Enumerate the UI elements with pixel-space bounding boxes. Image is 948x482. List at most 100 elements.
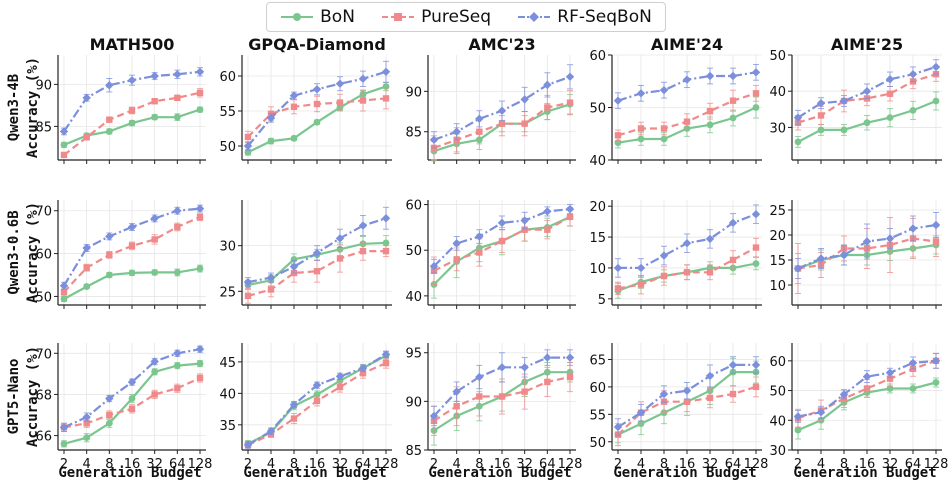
panel-2-2-xtick-label-0: 2 xyxy=(430,457,438,472)
panel-2-2-series-rf-seqbon-point-4 xyxy=(520,363,529,372)
panel-1-1-series-rf-seqbon-point-0 xyxy=(243,277,253,287)
panel-2-0-ytick-label-0: 66 xyxy=(35,430,52,445)
legend-item-rf-seqbon: RF-SeqBoN xyxy=(517,7,652,27)
panel-2-1-series-pureseq-point-4 xyxy=(336,383,344,391)
panel-0-0-ytick-label-1: 90 xyxy=(35,78,52,93)
panel-1-2-series-rf-seqbon-point-0 xyxy=(429,261,439,271)
row-label-model-0: Qwen3-4B xyxy=(6,74,22,141)
panel-0-3-series-rf-seqbon-point-4 xyxy=(705,71,715,81)
panel-2-2-series-pureseq-point-1 xyxy=(453,403,460,410)
panel-0-2-ytick-label-0: 85 xyxy=(405,126,422,141)
panel-0-1-series-rf-seqbon-point-3 xyxy=(312,85,322,94)
panel-2-0-xtick-label-3: 16 xyxy=(124,457,141,472)
panel-1-1-series-pureseq-point-4 xyxy=(336,255,344,262)
panel-1-0-series-rf-seqbon-point-4 xyxy=(150,214,159,223)
panel-1-1-series-rf-seqbon-point-4 xyxy=(335,234,345,243)
panel-1-0-series-rf-seqbon-point-5 xyxy=(173,206,182,215)
panel-0-4-series-rf-seqbon-point-0 xyxy=(793,113,803,122)
panel-1-0-series-rf-seqbon-point-6 xyxy=(195,204,205,213)
panel-0-0-series-rf-seqbon-point-2 xyxy=(105,81,114,90)
panel-0-1-ytick-label-1: 55 xyxy=(219,105,236,120)
panel-2-3-ytick-label-3: 65 xyxy=(589,353,606,368)
panel-2-3-ytick-label-1: 55 xyxy=(589,408,606,423)
panel-2-0-xtick-label-4: 32 xyxy=(146,457,163,472)
panel-2-0-series-rf-seqbon-point-6 xyxy=(195,344,205,354)
panel-2-0-series-pureseq-point-4 xyxy=(151,391,158,398)
panel-0-4-series-rf-seqbon-point-2 xyxy=(839,96,849,106)
panel-0-0-series-bon-point-5 xyxy=(173,113,181,121)
panel-1-0-series-pureseq-point-0 xyxy=(60,288,68,296)
panel-0-4-series-bon-point-3 xyxy=(863,119,871,127)
panel-1-0-series-pureseq-point-1 xyxy=(83,264,90,271)
panel-0-0-series-bon-point-0 xyxy=(60,141,68,149)
panel-1-2-series-pureseq-point-5 xyxy=(544,226,551,233)
panel-1-2-series-rf-seqbon-point-1 xyxy=(452,239,461,248)
panel-2-2-series-rf-seqbon-point-0 xyxy=(429,411,439,421)
panel-0-1-series-rf-seqbon-point-0 xyxy=(243,141,253,151)
panel-1-3-series-pureseq-point-3 xyxy=(683,269,691,276)
panel-2-3-xtick-label-4: 32 xyxy=(702,457,719,472)
panel-2-3-xtick-label-6: 128 xyxy=(744,457,769,472)
panel-1-2-series-pureseq-point-3 xyxy=(498,237,506,245)
panel-2-1-xtick-label-0: 2 xyxy=(244,457,252,472)
panel-1-4-series-rf-seqbon-point-0 xyxy=(793,264,803,273)
panel-2-0-xtick-label-6: 128 xyxy=(188,457,213,472)
panel-0-3-series-rf-seqbon-point-2 xyxy=(659,85,669,95)
panel-2-4-series-bon-point-0 xyxy=(794,426,802,434)
panel-0-1-series-pureseq-point-0 xyxy=(244,133,252,141)
panel-0-2-series-rf-seqbon-point-0 xyxy=(429,135,439,145)
panel-2-2-series-rf-seqbon-point-6 xyxy=(565,353,575,362)
panel-1-0-series-rf-seqbon-point-1 xyxy=(82,243,91,253)
column-title-0: MATH500 xyxy=(90,35,175,54)
panel-2-2-series-rf-seqbon-point-3 xyxy=(497,363,507,372)
panel-2-2-xlabel: Generation Budget xyxy=(428,465,571,481)
panel-2-1-series-pureseq-point-5 xyxy=(359,370,367,377)
panel-1-3-series-pureseq-point-0 xyxy=(614,285,622,292)
panel-1-3-series-rf-seqbon-point-3 xyxy=(682,239,692,248)
panel-2-0-series-bon-point-6 xyxy=(196,360,204,367)
panel-0-4-series-rf-seqbon-point-4 xyxy=(885,75,895,84)
panel-2-2-series-rf-seqbon-point-1 xyxy=(452,387,461,396)
panel-1-1-series-rf-seqbon-point-2 xyxy=(289,262,299,271)
panel-1-3-ytick-label-3: 20 xyxy=(589,200,606,215)
panel-2-4-xtick-label-5: 64 xyxy=(905,457,922,472)
panel-0-2-series-rf-seqbon-point-5 xyxy=(543,80,552,90)
panel-2-1-series-rf-seqbon-point-4 xyxy=(335,372,345,381)
panel-1-3-series-pureseq-point-1 xyxy=(637,281,645,288)
panel-1-4-ytick-label-0: 10 xyxy=(769,279,786,294)
panel-1-3-series-rf-seqbon-point-0 xyxy=(613,263,623,273)
column-title-3: AIME'24 xyxy=(651,35,723,54)
panel-2-3-series-pureseq-point-3 xyxy=(683,398,691,405)
panel-0-4-series-bon-point-6 xyxy=(932,97,940,105)
panel-0-0-series-rf-seqbon-point-1 xyxy=(82,93,91,103)
panel-0-4-series-pureseq-point-4 xyxy=(886,90,894,97)
panel-2-3-xtick-label-2: 8 xyxy=(660,457,668,472)
panel-2-1-xlabel: Generation Budget xyxy=(243,465,386,481)
panel-2-3-series-pureseq-point-4 xyxy=(706,394,714,402)
panel-2-2-xtick-label-4: 32 xyxy=(516,457,533,472)
panel-0-0-series-pureseq-point-5 xyxy=(174,94,181,102)
panel-1-2-series-pureseq-point-2 xyxy=(476,249,483,256)
panel-2-1-ytick-label-1: 40 xyxy=(219,387,236,402)
panel-1-0-series-pureseq-point-6 xyxy=(196,213,204,221)
panel-1-0-series-bon-point-4 xyxy=(151,269,159,276)
panel-0-1-series-bon-point-2 xyxy=(290,134,298,142)
panel-1-0-series-pureseq-point-3 xyxy=(128,242,136,250)
panel-2-0-series-bon-point-4 xyxy=(151,368,159,376)
panel-2-2-xtick-label-3: 16 xyxy=(494,457,511,472)
panel-0-0-ytick-label-0: 85 xyxy=(35,120,52,135)
panel-0-1-ytick-label-0: 50 xyxy=(219,140,236,155)
panel-2-4-series-bon-point-6 xyxy=(932,379,940,386)
panel-2-4-xtick-label-3: 16 xyxy=(859,457,876,472)
panel-1-3-series-pureseq-point-6 xyxy=(752,244,760,251)
column-title-4: AIME'25 xyxy=(831,35,903,54)
panel-2-0-ytick-label-2: 70 xyxy=(35,347,52,362)
panel-1-2-ytick-label-1: 50 xyxy=(405,244,422,259)
panel-0-4-series-rf-seqbon-point-3 xyxy=(862,87,872,96)
panel-1-0-ytick-label-0: 50 xyxy=(35,290,52,305)
panel-1-0-series-pureseq-point-4 xyxy=(151,236,158,243)
panel-0-1-series-bon-point-3 xyxy=(313,118,321,126)
panel-0-2-series-rf-seqbon-point-1 xyxy=(452,127,461,136)
panel-0-3-series-bon-point-1 xyxy=(637,135,645,143)
